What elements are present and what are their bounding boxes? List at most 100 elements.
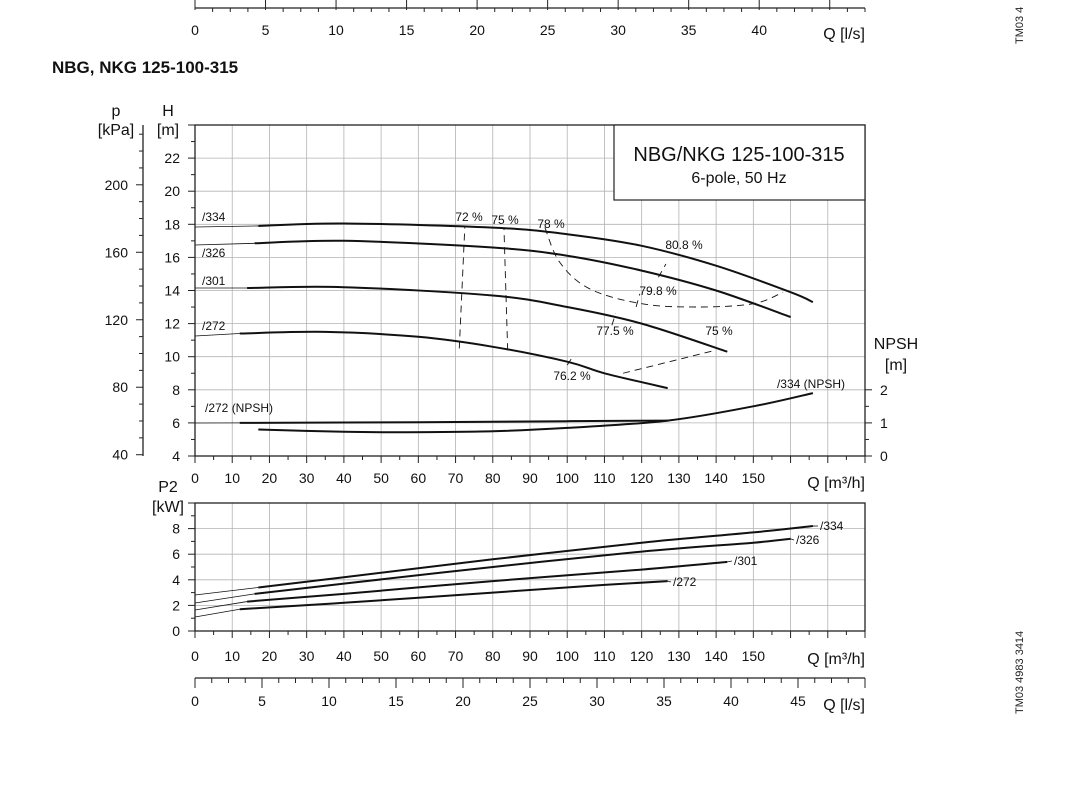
- efficiency-line-75-6: [622, 349, 717, 374]
- head-x-tick-label: 30: [299, 470, 315, 486]
- h-axis-tick-label: 20: [164, 183, 180, 199]
- head-curve-326-label: /326: [202, 246, 226, 260]
- legend-subtitle: 6-pole, 50 Hz: [691, 170, 786, 187]
- efficiency-line-80-8-3-label: 80.8 %: [665, 238, 703, 252]
- head-curve-272-leader: [194, 333, 240, 337]
- npsh-axis-label: NPSH: [874, 336, 918, 353]
- power-x-tick-label: 130: [667, 648, 691, 664]
- bottom-flow-tick-label: 25: [522, 693, 538, 709]
- power-x-tick-label: 50: [373, 648, 389, 664]
- bottom-flow-tick-label: 30: [589, 693, 605, 709]
- power-x-tick-label: 60: [411, 648, 427, 664]
- power-curve-334: [258, 525, 814, 589]
- head-curve-326-leader: [194, 242, 255, 246]
- head-x-tick-label: 90: [522, 470, 538, 486]
- power-y-tick-label: 0: [172, 623, 180, 639]
- power-curve-272: [239, 580, 668, 611]
- efficiency-line-80-8-3: [658, 263, 667, 278]
- h-axis-tick-label: 22: [164, 150, 180, 166]
- power-x-tick-label: 110: [593, 648, 616, 664]
- p-axis-tick-label: 160: [105, 244, 129, 260]
- bottom-flow-tick-label: 10: [321, 693, 337, 709]
- head-curve-334: [258, 222, 814, 304]
- power-curve-326-label: /326: [796, 533, 820, 547]
- page-title: NBG, NKG 125-100-315: [52, 58, 239, 77]
- frames-layer: [136, 0, 872, 688]
- bottom-flow-tick-label: 15: [388, 693, 404, 709]
- power-x-tick-label: 40: [336, 648, 352, 664]
- power-curve-334-leader: [194, 587, 259, 596]
- head-curve-272-label: /272: [202, 319, 226, 333]
- top-flow-tick-label: 5: [262, 22, 270, 38]
- npsh-axis-tick-label: 2: [880, 382, 888, 398]
- head-curve-272: [239, 330, 668, 390]
- head-x-tick-label: 20: [262, 470, 278, 486]
- power-curve-272-leader: [194, 608, 240, 618]
- power-y-axis-unit: [kW]: [152, 499, 184, 516]
- p-axis-unit: [kPa]: [98, 122, 134, 139]
- power-y-tick-label: 6: [172, 546, 180, 562]
- bottom-flow-tick-label: 5: [258, 693, 266, 709]
- efficiency-line-77-5-5: [611, 313, 617, 326]
- power-curve-301-label: /301: [734, 554, 758, 568]
- h-axis-label: H: [162, 103, 174, 120]
- head-curve-334-leader: [194, 225, 259, 228]
- power-curve-326: [254, 537, 791, 595]
- h-axis-tick-label: 18: [164, 216, 180, 232]
- power-y-axis-label: P2: [158, 479, 178, 496]
- power-x-tick-label: 140: [704, 648, 728, 664]
- head-x-tick-label: 0: [191, 470, 199, 486]
- efficiency-line-75-1: [503, 227, 509, 351]
- bottom-flow-tick-label: 0: [191, 693, 199, 709]
- top-flow-tick-label: 0: [191, 22, 199, 38]
- efficiency-line-77-5-5-label: 77.5 %: [596, 324, 634, 338]
- power-curve-301: [247, 560, 728, 603]
- head-curve-334-label: /334: [202, 210, 226, 224]
- head-x-tick-label: 100: [556, 470, 580, 486]
- head-curve-326: [254, 239, 791, 318]
- power-x-tick-label: 90: [522, 648, 538, 664]
- head-curve-272-npsh: [239, 419, 668, 424]
- power-curve-272-label-leader: [667, 580, 672, 583]
- efficiency-line-79-8-4-label: 79.8 %: [639, 284, 677, 298]
- npsh-axis-tick-label: 1: [880, 415, 888, 431]
- h-axis-tick-label: 10: [164, 349, 180, 365]
- legend-title: NBG/NKG 125-100-315: [633, 144, 844, 166]
- head-curve-334-npsh-label: /334 (NPSH): [777, 377, 845, 391]
- h-axis-tick-label: 12: [164, 316, 180, 332]
- text-layer: 0 5 10 15 20 25 30 35 40 Q [l/s]0 10 20 30 40 50 60 70 80…: [98, 22, 918, 714]
- head-curve-301: [247, 285, 728, 353]
- efficiency-line-76-2-7-label: 76.2 %: [553, 369, 591, 383]
- head-x-tick-label: 150: [742, 470, 766, 486]
- top-flow-tick-label: 25: [540, 22, 556, 38]
- power-x-axis-label: Q [m³/h]: [807, 651, 865, 668]
- head-x-tick-label: 10: [224, 470, 240, 486]
- power-x-tick-label: 10: [224, 648, 240, 664]
- bottom-flow-tick-label: 40: [723, 693, 739, 709]
- p-axis-tick-label: 40: [112, 447, 128, 463]
- power-curve-326-label-leader: [790, 538, 795, 541]
- p-axis-label: p: [112, 103, 121, 120]
- power-y-tick-label: 4: [172, 572, 180, 588]
- power-x-tick-label: 120: [630, 648, 654, 664]
- h-axis-tick-label: 4: [172, 448, 180, 464]
- power-curve-301-label-leader: [727, 560, 733, 563]
- power-x-tick-label: 70: [448, 648, 464, 664]
- power-curve-301-leader: [194, 601, 248, 611]
- npsh-axis-tick-label: 0: [880, 448, 888, 464]
- power-x-tick-label: 150: [742, 648, 766, 664]
- top-flow-tick-label: 15: [399, 22, 415, 38]
- head-x-tick-label: 40: [336, 470, 352, 486]
- bottom-flow-axis-label: Q [l/s]: [823, 697, 865, 714]
- top-flow-tick-label: 10: [328, 22, 344, 38]
- curves-layer: [194, 222, 819, 618]
- power-curve-334-label: /334: [820, 519, 844, 533]
- efficiency-line-72-0: [458, 225, 466, 349]
- head-x-tick-label: 110: [593, 470, 616, 486]
- h-axis-tick-label: 6: [172, 415, 180, 431]
- p-axis-tick-label: 200: [105, 177, 129, 193]
- head-x-tick-label: 80: [485, 470, 501, 486]
- efficiency-line-79-8-4: [635, 293, 641, 308]
- head-x-tick-label: 120: [630, 470, 654, 486]
- head-curve-301-label: /301: [202, 274, 226, 288]
